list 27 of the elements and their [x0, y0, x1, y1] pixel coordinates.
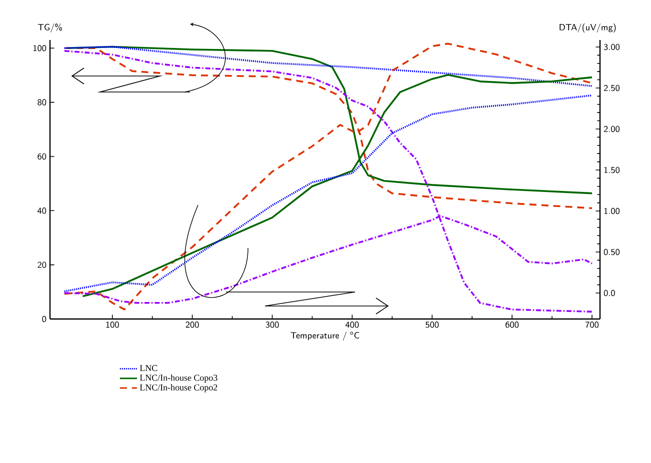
y2-axis-title: DTA/(uV/mg) [560, 24, 616, 33]
y-tick-label: 20 [38, 262, 46, 268]
y-tick-label: 40 [38, 208, 46, 214]
y-tick-label: 100 [33, 45, 46, 52]
x-tick-label: 400 [346, 322, 359, 328]
y2-tick-label: 2.00 [604, 126, 620, 132]
y2-tick-label: 0.0 [604, 290, 615, 296]
x-tick-label: 300 [266, 322, 279, 328]
legend-label: LNC [140, 365, 158, 372]
x-tick-label: 200 [186, 322, 199, 328]
y-tick-label: 80 [38, 99, 46, 106]
legend-label: LNC/In-house Copo2 [140, 384, 218, 392]
y2-tick-label: 1.00 [604, 208, 620, 214]
x-tick-label: 100 [106, 322, 119, 328]
y-tick-label: 60 [38, 153, 46, 160]
y2-tick-label: 2.50 [604, 84, 620, 92]
legend-label: LNC/In-house Copo3 [140, 374, 218, 383]
y2-tick-label: 0.50 [604, 248, 620, 256]
y-tick-label: 0 [42, 316, 46, 322]
y-axis-title: TG/% [38, 24, 62, 33]
x-tick-label: 500 [426, 322, 439, 328]
x-tick-label: 600 [506, 322, 519, 328]
x-tick-label: 700 [585, 322, 599, 328]
line-series [63, 46, 593, 87]
x-axis-title: Temperature / $^{o}$C [290, 332, 360, 341]
y2-tick-label: 3.00 [604, 44, 620, 50]
y2-tick-label: 1.50 [604, 166, 620, 174]
